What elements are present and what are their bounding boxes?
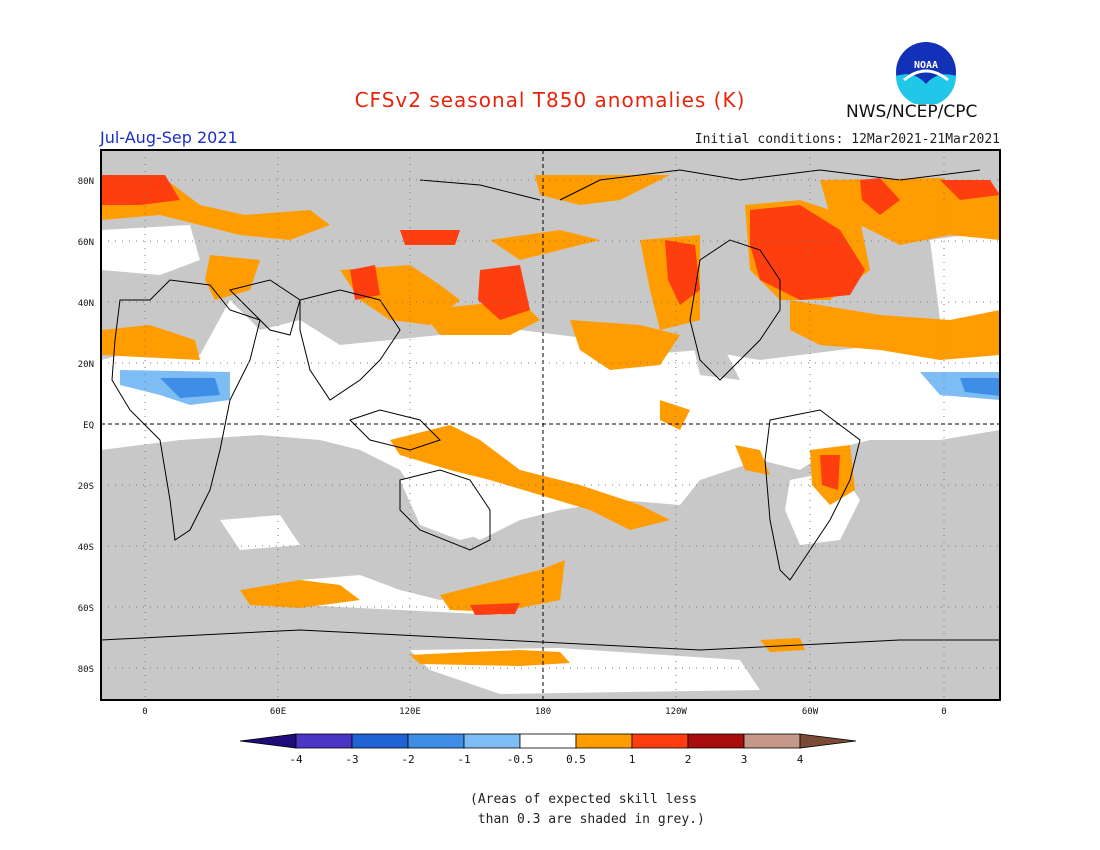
initial-conditions-label: Initial conditions: 12Mar2021-21Mar2021 (694, 132, 1000, 147)
noaa-logo-text: NOAA (914, 60, 938, 71)
legend-swatch (743, 733, 801, 749)
legend-swatch (519, 733, 577, 749)
lat-labels: 80N 60N 40N 20N EQ 20S 40S 60S 80S (78, 177, 94, 675)
footnote-line-1: (Areas of expected skill less (470, 792, 697, 807)
footnote-line-2: than 0.3 are shaded in grey.) (470, 812, 705, 827)
lon-label: 180 (535, 707, 551, 717)
lat-label: 40N (78, 299, 94, 309)
lon-label: 120W (665, 707, 687, 717)
legend-swatch-below (239, 733, 297, 749)
anomaly-1-2 (101, 175, 1000, 615)
legend-swatch (463, 733, 521, 749)
skill-footnote: (Areas of expected skill less than 0.3 a… (470, 790, 730, 830)
lon-label: 120E (399, 707, 421, 717)
lat-label: 80S (78, 665, 94, 675)
legend-swatch (575, 733, 633, 749)
low-skill-mask (101, 150, 1000, 700)
lat-label: 60S (78, 604, 94, 614)
legend-label: 0.5 (566, 753, 586, 766)
legend-swatch (295, 733, 353, 749)
legend-label: -1 (457, 753, 470, 766)
legend-label: -2 (401, 753, 414, 766)
lon-label: 0 (941, 707, 946, 717)
anomaly-map (101, 150, 1000, 700)
legend-label: 4 (797, 753, 804, 766)
lat-label: 20N (78, 360, 94, 370)
agency-label: NWS/NCEP/CPC (846, 102, 978, 122)
legend-label: 3 (741, 753, 748, 766)
legend-labels: -4 -3 -2 -1 -0.5 0.5 1 2 3 4 (289, 753, 803, 766)
legend-swatch (687, 733, 745, 749)
anomaly-0.5-1 (101, 175, 1000, 666)
lon-label: 0 (142, 707, 147, 717)
legend-label: -0.5 (507, 753, 534, 766)
lon-label: 60W (802, 707, 819, 717)
lon-labels: 0 60E 120E 180 120W 60W 0 (142, 707, 946, 717)
lat-label: 80N (78, 177, 94, 187)
coastlines (101, 169, 1000, 651)
chart-title: CFSv2 seasonal T850 anomalies (K) (354, 88, 746, 112)
lat-label: EQ (83, 421, 94, 431)
season-label: Jul-Aug-Sep 2021 (100, 128, 238, 147)
white-patches (101, 225, 1000, 694)
legend-swatch (407, 733, 465, 749)
lat-label: 60N (78, 238, 94, 248)
legend-label: -4 (289, 753, 303, 766)
map-frame (100, 149, 1001, 701)
color-legend (239, 733, 857, 749)
legend-label: 2 (685, 753, 692, 766)
graticule (101, 150, 1000, 700)
lat-label: 40S (78, 543, 94, 553)
legend-label: 1 (629, 753, 636, 766)
anomaly-negative (120, 370, 1000, 405)
legend-label: -3 (345, 753, 358, 766)
lon-label: 60E (270, 707, 286, 717)
legend-swatch-above (799, 733, 857, 749)
legend-swatch (631, 733, 689, 749)
lat-label: 20S (78, 482, 94, 492)
noaa-logo: NOAA (894, 40, 958, 108)
legend-swatch (351, 733, 409, 749)
